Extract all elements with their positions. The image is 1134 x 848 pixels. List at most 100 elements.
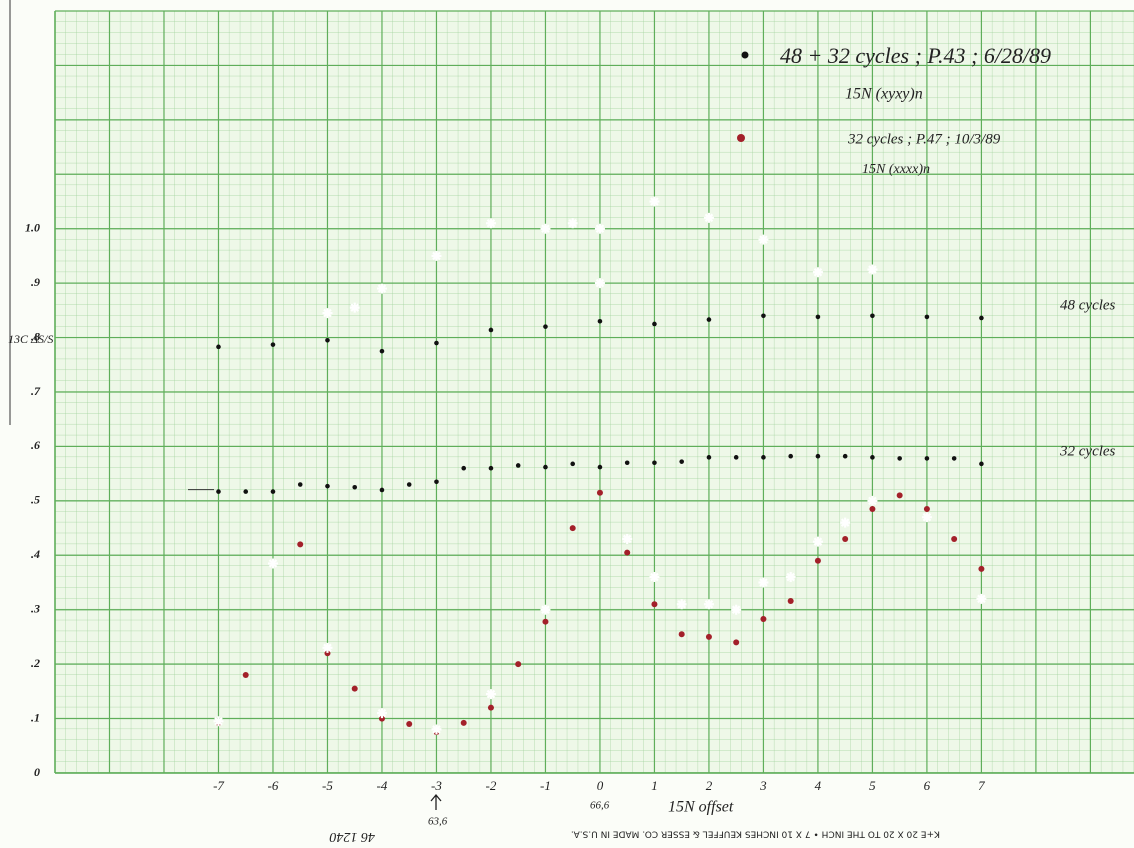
y-tick-label: .4 — [31, 547, 40, 561]
x-tick-label: -7 — [213, 778, 224, 793]
point — [622, 533, 633, 544]
point — [815, 453, 821, 459]
point — [649, 196, 660, 207]
annotation: 48 + 32 cycles ; P.43 ; 6/28/89 — [780, 43, 1051, 68]
point — [379, 487, 385, 493]
point — [243, 489, 249, 494]
legend-marker — [741, 51, 749, 59]
point — [705, 633, 712, 640]
y-tick-label: 1.0 — [25, 220, 40, 234]
annotation: 32 cycles ; P.47 ; 10/3/89 — [847, 131, 1001, 147]
point — [485, 689, 496, 700]
y-tick-label: .5 — [31, 493, 40, 507]
y-tick-label: .6 — [31, 438, 40, 452]
point — [678, 631, 685, 638]
point — [297, 482, 303, 487]
point — [376, 708, 387, 719]
point — [322, 308, 333, 319]
legend-marker — [737, 134, 745, 142]
point — [733, 455, 739, 460]
point — [570, 461, 576, 467]
point — [325, 483, 330, 489]
point — [923, 506, 930, 513]
point — [488, 465, 494, 471]
point — [652, 321, 657, 327]
annotation: 46 1240 — [330, 829, 376, 844]
point — [351, 685, 358, 692]
annotation: 66,6 — [590, 800, 610, 812]
y-tick-label: .3 — [31, 601, 40, 615]
point — [706, 317, 712, 322]
point — [597, 318, 603, 324]
point — [242, 672, 249, 679]
point — [870, 313, 875, 319]
point — [624, 549, 631, 556]
point — [840, 517, 851, 528]
point — [349, 302, 360, 313]
point — [376, 283, 387, 294]
point — [649, 572, 660, 583]
annotation: 63,6 — [428, 816, 448, 828]
point — [706, 455, 712, 460]
point — [652, 460, 657, 466]
x-tick-label: -1 — [540, 778, 551, 793]
x-tick-label: -2 — [486, 778, 497, 793]
point — [760, 615, 767, 622]
y-tick-label: .7 — [31, 384, 41, 398]
point — [297, 541, 304, 548]
point — [431, 250, 442, 261]
point — [651, 601, 658, 608]
x-tick-label: -3 — [431, 778, 442, 793]
y-tick-label: .9 — [31, 275, 40, 289]
point — [951, 456, 957, 461]
point — [270, 489, 276, 494]
point — [676, 599, 687, 610]
point — [406, 482, 412, 487]
point — [216, 344, 221, 350]
point — [842, 535, 849, 542]
point — [703, 599, 714, 610]
point — [515, 463, 521, 468]
point — [569, 525, 576, 532]
point — [897, 456, 902, 461]
point — [867, 264, 878, 275]
point — [761, 455, 766, 460]
series-label: 32 cycles — [1059, 443, 1116, 459]
annotation: 15N (xyxy)n — [845, 86, 923, 103]
x-tick-label: 4 — [815, 778, 822, 793]
point — [324, 650, 331, 657]
point — [785, 572, 796, 583]
point — [216, 489, 221, 494]
point — [542, 618, 549, 625]
point — [979, 315, 984, 321]
y-tick-label: 0 — [34, 765, 40, 779]
point — [270, 342, 276, 347]
point — [703, 212, 714, 223]
point — [434, 340, 439, 346]
point — [406, 721, 413, 728]
x-tick-label: -5 — [322, 778, 333, 793]
point — [787, 598, 794, 605]
series-label: 48 cycles — [1060, 297, 1116, 313]
x-tick-label: 2 — [706, 778, 713, 793]
point — [979, 461, 984, 467]
point — [487, 704, 494, 711]
point — [543, 464, 548, 470]
point — [761, 313, 766, 319]
point — [624, 460, 630, 466]
point — [461, 465, 467, 471]
point — [515, 661, 522, 668]
point — [594, 223, 605, 234]
x-tick-label: -4 — [377, 778, 388, 793]
point — [896, 492, 903, 499]
point — [812, 536, 823, 547]
y-tick-label: .2 — [31, 656, 40, 670]
point — [488, 327, 494, 333]
point — [788, 453, 793, 459]
point — [594, 278, 605, 289]
point — [596, 489, 603, 496]
point — [951, 535, 958, 542]
x-tick-label: -6 — [268, 778, 279, 793]
point — [924, 456, 930, 461]
point — [460, 719, 467, 726]
